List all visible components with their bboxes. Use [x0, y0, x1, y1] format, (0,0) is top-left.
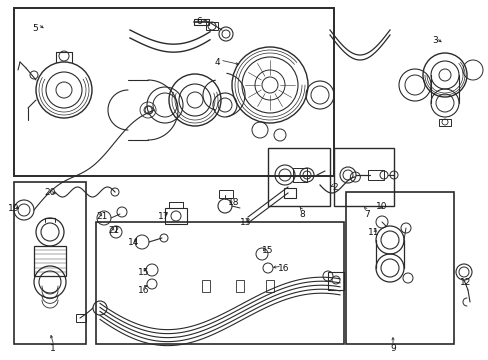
Text: 13: 13 — [240, 218, 251, 227]
Bar — [205, 22, 218, 30]
Text: 16: 16 — [278, 264, 289, 273]
Text: 15: 15 — [262, 246, 273, 255]
Bar — [96, 222, 343, 344]
Bar — [14, 8, 333, 176]
Text: 5: 5 — [32, 24, 38, 33]
Bar — [14, 182, 86, 344]
Text: 20: 20 — [44, 188, 55, 197]
Text: 16: 16 — [138, 286, 149, 295]
Bar — [438, 119, 450, 126]
Bar — [76, 314, 86, 322]
Text: 14: 14 — [128, 238, 139, 247]
Bar — [292, 168, 306, 182]
Text: 22: 22 — [108, 226, 119, 235]
Text: 6: 6 — [196, 17, 202, 26]
Bar — [327, 272, 343, 290]
Bar — [367, 170, 383, 180]
Text: 19: 19 — [8, 204, 20, 213]
Bar — [219, 190, 232, 198]
Text: 9: 9 — [389, 344, 395, 353]
Text: 21: 21 — [96, 212, 107, 221]
Bar — [267, 148, 329, 206]
Text: 4: 4 — [215, 58, 220, 67]
Text: 17: 17 — [158, 212, 169, 221]
Bar — [333, 148, 393, 206]
Text: 18: 18 — [227, 198, 239, 207]
Text: 2: 2 — [331, 183, 337, 192]
Text: 1: 1 — [50, 344, 56, 353]
Text: 15: 15 — [138, 268, 149, 277]
Bar — [164, 208, 186, 224]
Text: 7: 7 — [363, 210, 369, 219]
Bar — [284, 188, 295, 198]
Bar — [236, 280, 244, 292]
Text: 3: 3 — [431, 36, 437, 45]
Text: 11: 11 — [367, 228, 379, 237]
Bar — [346, 192, 453, 344]
Text: 12: 12 — [459, 278, 470, 287]
Bar — [265, 280, 273, 292]
Text: 10: 10 — [375, 202, 386, 211]
Text: 8: 8 — [298, 210, 304, 219]
Bar — [202, 280, 209, 292]
Bar — [194, 19, 208, 25]
Bar — [34, 246, 66, 276]
